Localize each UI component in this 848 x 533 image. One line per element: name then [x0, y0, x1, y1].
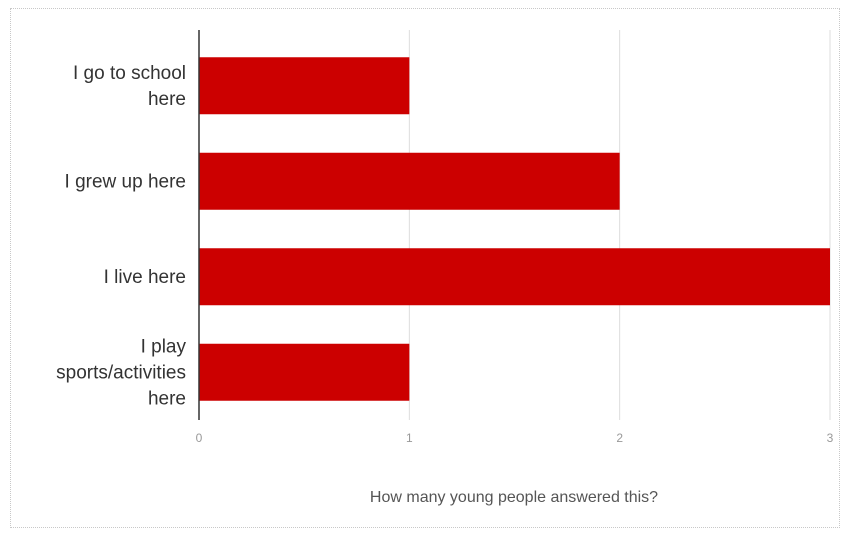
- x-tick-labels: 0 1 2 3: [196, 431, 834, 445]
- bar-0: [199, 57, 410, 115]
- bars: [199, 57, 830, 401]
- x-tick-0: 0: [196, 431, 203, 445]
- x-axis-title: How many young people answered this?: [370, 489, 658, 506]
- category-label-1: I grew up here: [65, 171, 186, 192]
- category-labels: I go to school here I grew up here I live h…: [56, 63, 186, 410]
- bar-2: [199, 248, 830, 306]
- bar-1: [199, 152, 620, 210]
- gridlines: [408, 30, 831, 420]
- category-label-3: I play sports/activities here: [56, 336, 186, 409]
- category-label-0: I go to school here: [73, 63, 186, 110]
- x-tick-2: 2: [616, 431, 623, 445]
- x-tick-1: 1: [406, 431, 413, 445]
- x-tick-3: 3: [827, 431, 834, 445]
- bar-3: [199, 343, 410, 401]
- chart-frame: [10, 8, 840, 528]
- category-label-2: I live here: [104, 267, 186, 288]
